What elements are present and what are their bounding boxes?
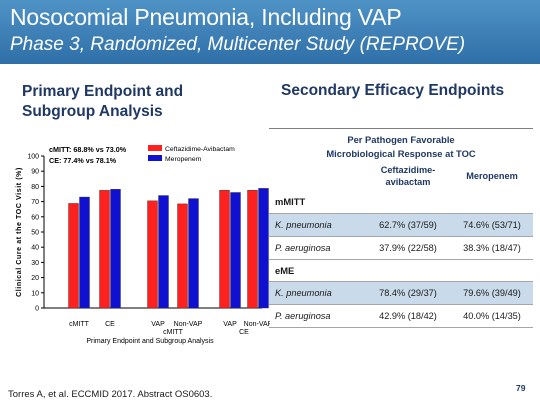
citation-footer: Torres A, et al. ECCMID 2017. Abstract O…	[8, 389, 213, 400]
caz-value-cell: 37.9% (22/58)	[365, 236, 451, 260]
organism-cell: P. aeruginosa	[269, 236, 365, 260]
table-row: P. aeruginosa 42.9% (18/42) 40.0% (14/35…	[269, 304, 533, 328]
column-header-ceftazidime: Ceftazidime- avibactam	[365, 161, 451, 191]
table-row: P. aeruginosa 37.9% (22/58) 38.3% (18/47…	[269, 236, 533, 260]
legend-label: Meropenem	[165, 156, 202, 163]
stat-annotation: CE: 77.4% vs 78.1%	[49, 156, 117, 165]
x-category-label: VAP	[151, 321, 165, 328]
secondary-endpoints-table: Per Pathogen Favorable Microbiological R…	[269, 128, 533, 328]
table-caption-line2: Microbiological Response at TOC	[326, 148, 476, 159]
bar-meropenem	[79, 196, 90, 309]
bar-ceftazidime	[177, 203, 188, 309]
caz-value-cell: 42.9% (18/42)	[365, 304, 451, 328]
slide-subtitle: Phase 3, Randomized, Multicenter Study (…	[10, 34, 466, 55]
y-tick-label: 80	[31, 184, 39, 191]
bar-meropenem	[258, 188, 269, 309]
y-tick-label: 40	[31, 245, 39, 252]
bar-chart: 0 10 20 30 40 50 60 70 80 90 100 Clinical Cure at t…	[16, 145, 270, 345]
group-label-mmitt: mMITT	[269, 191, 533, 214]
bar-ceftazidime	[99, 190, 110, 309]
organism-cell: K. pneumonia	[269, 281, 365, 305]
bar-meropenem	[158, 195, 169, 309]
y-tick-label: 10	[31, 290, 39, 297]
column-header-meropenem: Meropenem	[466, 171, 518, 181]
x-category-label: CE	[105, 321, 115, 328]
bar-ceftazidime	[247, 190, 258, 309]
x-axis-label: Primary Endpoint and Subgroup Analysis	[86, 338, 214, 345]
bar-ceftazidime	[219, 190, 230, 309]
x-category-label: Non-VAP	[244, 321, 270, 328]
left-heading: Primary Endpoint and Subgroup Analysis	[22, 83, 184, 120]
col1-line1: Ceftazidime-	[380, 165, 436, 175]
title-banner: Nosocomial Pneumonia, Including VAP Phas…	[0, 0, 540, 64]
bar-meropenem	[110, 189, 121, 309]
mero-value-cell: 38.3% (18/47)	[451, 236, 533, 260]
caz-value-cell: 78.4% (29/37)	[365, 281, 451, 305]
organism-cell: K. pneumonia	[269, 213, 365, 237]
table-caption: Per Pathogen Favorable Microbiological R…	[269, 128, 533, 161]
y-tick-label: 0	[35, 306, 39, 313]
col1-line2: avibactam	[385, 177, 431, 187]
caz-value-cell: 62.7% (37/59)	[365, 213, 451, 237]
y-tick-label: 30	[31, 260, 39, 267]
y-tick-label: 90	[31, 169, 39, 176]
mero-value-cell: 79.6% (39/49)	[451, 281, 533, 305]
y-tick-label: 70	[31, 199, 39, 206]
bar-meropenem	[188, 198, 199, 309]
mero-value-cell: 40.0% (14/35)	[451, 304, 533, 328]
y-tick-label: 60	[31, 214, 39, 221]
y-tick-label: 20	[31, 275, 39, 282]
slide-title: Nosocomial Pneumonia, Including VAP	[10, 4, 402, 30]
y-tick-label: 100	[27, 154, 39, 161]
bar-ceftazidime	[68, 203, 79, 309]
legend-swatch-meropenem	[148, 155, 162, 161]
table-caption-line1: Per Pathogen Favorable	[347, 134, 455, 145]
x-group-label: CE	[239, 329, 249, 336]
bar-meropenem	[230, 192, 241, 309]
mero-value-cell: 74.6% (53/71)	[451, 213, 533, 237]
legend-label: Ceftazidime-Avibactam	[165, 146, 235, 153]
table-row: K. pneumonia 62.7% (37/59) 74.6% (53/71)	[269, 213, 533, 237]
y-tick-label: 50	[31, 230, 39, 237]
y-axis-label: Clinical Cure at the TOC Visit (%)	[16, 167, 23, 297]
stat-annotation: cMITT: 68.8% vs 73.0%	[49, 145, 127, 154]
bar-ceftazidime	[147, 200, 158, 309]
x-category-label: VAP	[223, 321, 237, 328]
x-category-label: Non-VAP	[174, 321, 203, 328]
table-row: K. pneumonia 78.4% (29/37) 79.6% (39/49)	[269, 281, 533, 305]
x-group-label: cMITT	[163, 329, 184, 336]
page-number: 79	[516, 383, 526, 393]
legend-swatch-ceftazidime	[148, 145, 162, 151]
group-label-eme: eME	[269, 259, 533, 282]
organism-cell: P. aeruginosa	[269, 304, 365, 328]
right-heading: Secondary Efficacy Endpoints	[281, 82, 505, 99]
x-category-label: cMITT	[69, 321, 90, 328]
